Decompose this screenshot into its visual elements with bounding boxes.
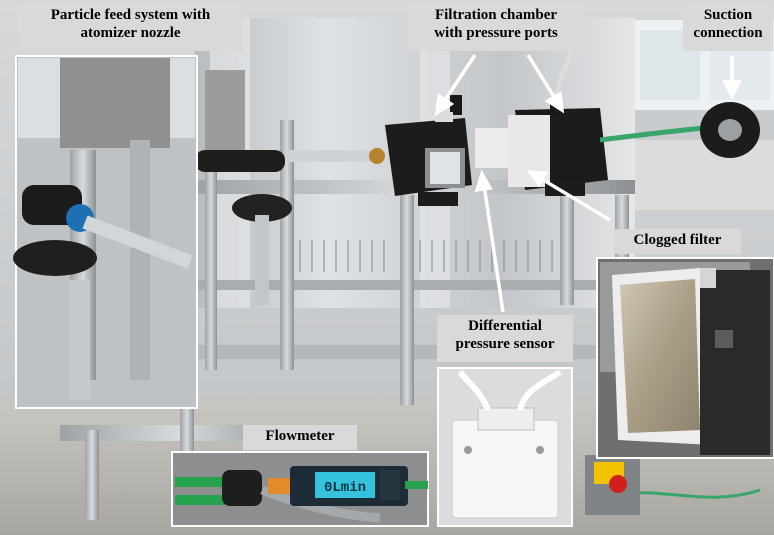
clogged-filter-label: Clogged filter	[614, 229, 741, 254]
suction-label-line2: connection	[693, 25, 763, 41]
flowmeter-label-text: Flowmeter	[265, 428, 335, 444]
flowmeter-inset: 0Lmin	[171, 451, 429, 527]
differential-label-line1: Differential	[468, 318, 542, 334]
suction-connection-label: Suction connection	[683, 4, 773, 51]
filtration-chamber-label-line2: with pressure ports	[434, 25, 558, 41]
differential-sensor-label: Differential pressure sensor	[437, 315, 573, 362]
differential-sensor-inset	[437, 367, 573, 527]
annotation-arrows	[434, 54, 742, 313]
filtration-chamber-label: Filtration chamber with pressure ports	[408, 4, 584, 51]
clogged-filter-inset	[596, 257, 774, 459]
particle-feed-inset	[13, 55, 198, 409]
particle-feed-label: Particle feed system with atomizer nozzl…	[18, 4, 243, 51]
clogged-filter-label-text: Clogged filter	[633, 232, 722, 248]
particle-feed-label-line2: atomizer nozzle	[80, 25, 181, 41]
suction-label-line1: Suction	[703, 7, 753, 23]
particle-feed-label-line1: Particle feed system with	[50, 7, 211, 23]
differential-label-line2: pressure sensor	[455, 336, 555, 352]
flowmeter-readout: 0Lmin	[324, 480, 366, 496]
flowmeter-label: Flowmeter	[243, 425, 357, 450]
filtration-chamber-label-line1: Filtration chamber	[434, 7, 558, 23]
